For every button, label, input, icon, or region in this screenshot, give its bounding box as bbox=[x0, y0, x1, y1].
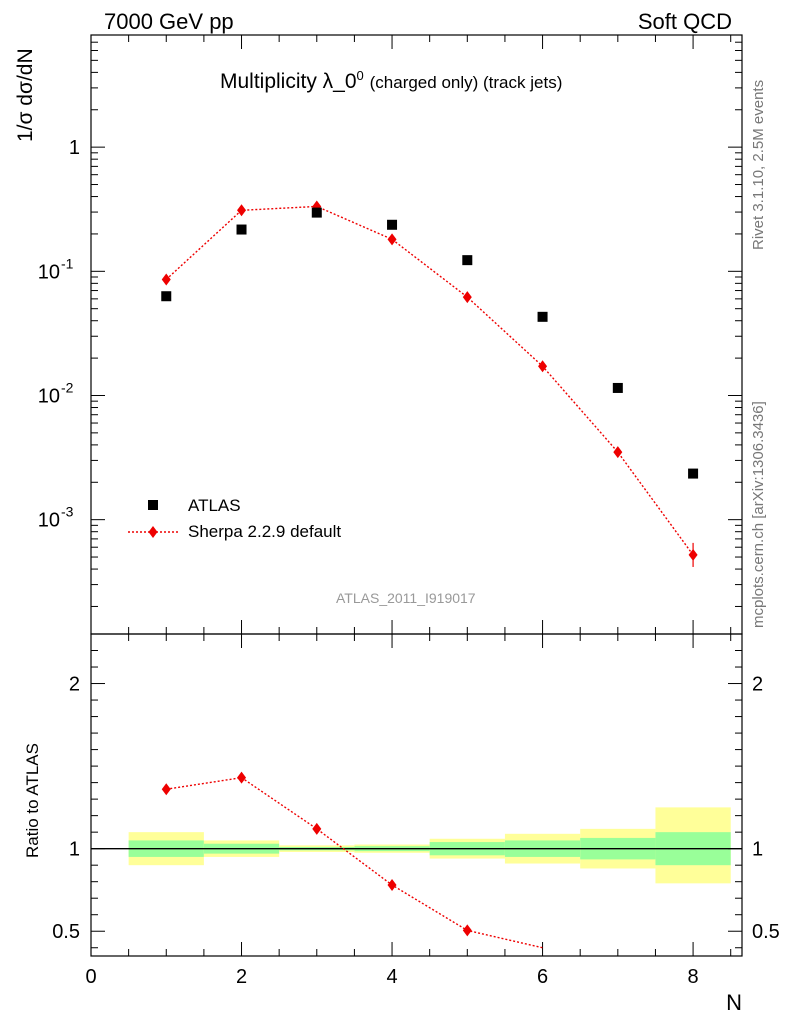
main-y-axis-label: 1/σ dσ/dN bbox=[14, 48, 37, 142]
sherpa-point bbox=[462, 291, 472, 304]
header-left: 7000 GeV pp bbox=[104, 9, 234, 34]
x-tick-label: 2 bbox=[236, 966, 247, 988]
atlas-point bbox=[161, 291, 172, 302]
atlas-point bbox=[462, 255, 473, 266]
atlas-point bbox=[311, 207, 322, 218]
atlas-point bbox=[612, 382, 623, 393]
x-tick-label: 8 bbox=[688, 966, 699, 988]
ratio-y-tick-label-right: 2 bbox=[752, 674, 763, 696]
atlas-point bbox=[537, 311, 548, 322]
x-tick-label: 0 bbox=[85, 966, 96, 988]
sherpa-point bbox=[613, 446, 623, 459]
main-plot-frame bbox=[90, 34, 743, 635]
sherpa-point bbox=[387, 233, 397, 246]
main-y-tick-exponent: -2 bbox=[61, 379, 74, 395]
sherpa-point bbox=[237, 204, 247, 217]
ratio-y-tick-label-right: 1 bbox=[752, 839, 763, 861]
legend-atlas-marker bbox=[148, 500, 158, 510]
ratio-sherpa-point bbox=[312, 822, 322, 835]
ratio-sherpa-point bbox=[387, 878, 397, 891]
x-axis-label: N bbox=[726, 990, 742, 1015]
main-y-tick-label: 10 bbox=[38, 510, 60, 532]
legend-sherpa-marker bbox=[148, 526, 158, 538]
main-y-tick-label: 10 bbox=[38, 261, 60, 283]
main-y-tick-label: 10 bbox=[38, 385, 60, 407]
ratio-y-axis-label: Ratio to ATLAS bbox=[23, 743, 42, 858]
ratio-sherpa-point bbox=[462, 924, 472, 937]
plot-title-superscript: 0 bbox=[356, 68, 364, 83]
ratio-plot-frame bbox=[90, 633, 743, 957]
atlas-point bbox=[387, 219, 398, 230]
plot-title-suffix: (charged only) (track jets) bbox=[369, 73, 563, 92]
ratio-sherpa-line bbox=[166, 776, 543, 949]
sherpa-point bbox=[538, 360, 548, 373]
header-right: Soft QCD bbox=[637, 9, 732, 34]
atlas-point bbox=[688, 468, 699, 479]
legend-sherpa-label: Sherpa 2.2.9 default bbox=[188, 522, 342, 541]
atlas-point bbox=[236, 224, 247, 235]
ratio-y-tick-label: 2 bbox=[69, 674, 80, 696]
x-tick-label: 4 bbox=[386, 966, 397, 988]
ratio-y-tick-label: 1 bbox=[69, 839, 80, 861]
main-y-tick-label: 1 bbox=[69, 137, 80, 159]
main-y-tick-exponent: -1 bbox=[61, 255, 74, 271]
sherpa-line bbox=[165, 205, 694, 556]
ratio-y-tick-label-right: 0.5 bbox=[752, 921, 780, 943]
sherpa-point bbox=[161, 273, 171, 286]
main-y-tick-exponent: -3 bbox=[61, 504, 74, 520]
sherpa-point bbox=[688, 548, 698, 561]
ratio-y-tick-label: 0.5 bbox=[52, 921, 80, 943]
ratio-sherpa-point bbox=[161, 783, 171, 796]
legend-atlas-label: ATLAS bbox=[188, 496, 241, 515]
ratio-sherpa-point bbox=[237, 771, 247, 784]
watermark: ATLAS_2011_I919017 bbox=[336, 590, 476, 606]
plot-title-main: Multiplicity λ_0 bbox=[220, 70, 357, 93]
plot-title: Multiplicity λ_00 (charged only) (track … bbox=[220, 68, 562, 94]
x-tick-label: 6 bbox=[537, 966, 548, 988]
